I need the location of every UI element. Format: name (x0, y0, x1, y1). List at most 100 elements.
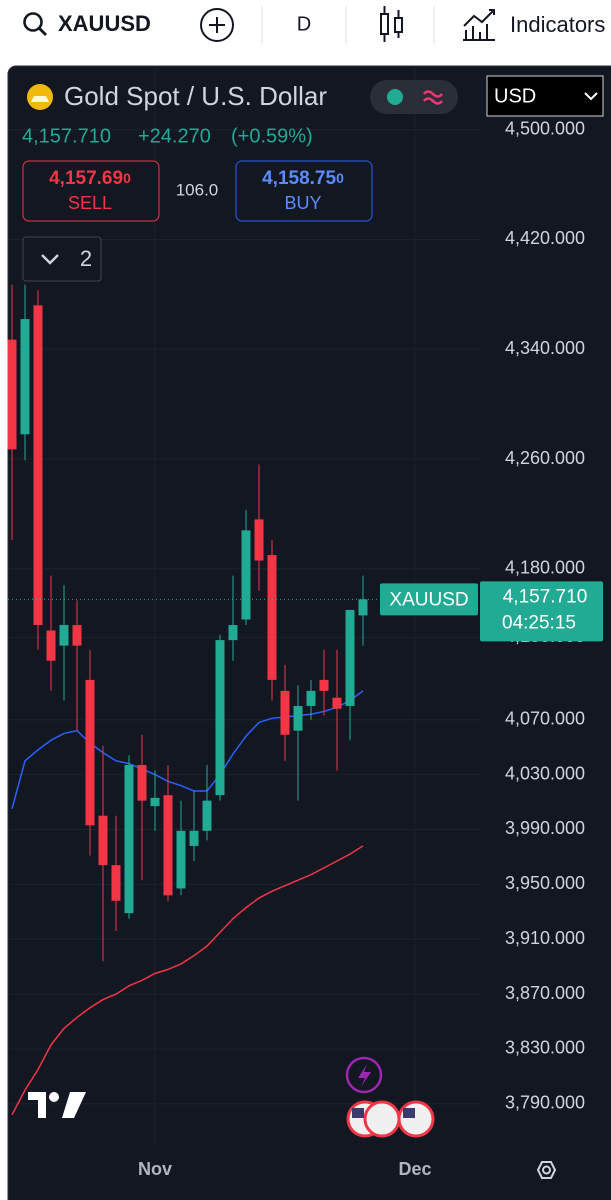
settings-icon[interactable] (536, 1161, 557, 1179)
sell-price-main: 4,157.69 (49, 168, 123, 189)
candle-body (241, 530, 251, 620)
y-tick-label: 4,420.000 (505, 228, 585, 248)
candle-body (46, 630, 56, 661)
sell-price: 4,157.690 (49, 168, 131, 189)
y-tick-label: 3,790.000 (505, 1093, 585, 1113)
candle-icon (383, 6, 400, 42)
symbol-logo (31, 96, 49, 102)
y-tick-label: 4,070.000 (505, 708, 585, 728)
y-tick-label: 3,870.000 (505, 983, 585, 1003)
candle-body (293, 705, 303, 731)
search-button[interactable]: XAUUSD (23, 11, 151, 36)
x-tick-label: Nov (138, 1159, 172, 1179)
y-tick-label: 4,180.000 (505, 558, 585, 578)
change: +24.270 (138, 125, 211, 147)
price-tag-label: 4,157.710 (503, 586, 588, 607)
candle-body (150, 797, 160, 807)
sell-box (22, 160, 160, 222)
candle-body (59, 625, 69, 646)
candle-body (319, 679, 329, 691)
interval[interactable]: D (297, 13, 311, 35)
plus-icon (200, 8, 234, 42)
y-tick-label: 4,500.000 (505, 118, 585, 138)
buy-price-main: 4,158.75 (262, 168, 336, 189)
economic-events[interactable] (346, 1100, 435, 1138)
sell-price-tick: 0 (123, 170, 131, 186)
symbol[interactable]: XAUUSD (58, 11, 151, 36)
moving-average (11, 845, 364, 1116)
chart-title: Gold Spot / U.S. Dollar (64, 81, 327, 111)
candle-body (137, 764, 147, 801)
candle-body (254, 519, 264, 561)
flag-canton (403, 1108, 415, 1118)
candle-body (202, 800, 212, 831)
indicators-icon (463, 9, 495, 41)
buy-label: BUY (284, 193, 321, 213)
candle-body (215, 640, 225, 796)
data-status-icon (422, 90, 444, 105)
y-tick-label: 3,830.000 (505, 1038, 585, 1058)
tradingview-logo[interactable] (28, 1092, 86, 1118)
chevron (41, 254, 59, 265)
candle-body (176, 830, 186, 889)
candle-body (111, 865, 121, 901)
logo-part (28, 1092, 46, 1118)
currency-select[interactable] (486, 75, 604, 117)
candle-body (189, 830, 199, 846)
price-tags: XAUUSD 4,157.710 04:25:15 (8, 581, 603, 642)
indicators-count: 2 (80, 246, 92, 271)
symbol-tag (380, 583, 478, 616)
indicators-toggle[interactable]: 2 (22, 236, 102, 282)
candle-body (358, 599, 368, 616)
logo-part (62, 1092, 86, 1118)
candle-body (345, 609, 355, 706)
sell-button[interactable]: 4,157.690 SELL (22, 160, 160, 222)
candle-body (7, 339, 17, 450)
price-tag (480, 581, 603, 642)
y-tick-label: 3,910.000 (505, 928, 585, 948)
compare-button[interactable] (200, 8, 234, 42)
plot: 3,790.000 3,830.000 3,870.000 3,910.000 3,95… (7, 68, 585, 1179)
plus-icon (209, 17, 225, 33)
candle-body (228, 625, 238, 641)
y-tick-label: 4,030.000 (505, 763, 585, 783)
market-open-dot (387, 89, 403, 105)
buy-button[interactable]: 4,158.750 BUY (235, 160, 373, 222)
buy-price-tick: 0 (336, 170, 344, 186)
y-tick-label: 3,990.000 (505, 818, 585, 838)
candle-body (33, 305, 43, 626)
chart-type-button[interactable] (380, 6, 403, 42)
logo-part (49, 1092, 59, 1102)
currency[interactable]: USD (494, 85, 536, 107)
toolbar (0, 0, 611, 62)
y-tick-label: 3,950.000 (505, 873, 585, 893)
candle-body (332, 697, 342, 709)
symbol-tag-label: XAUUSD (389, 589, 468, 610)
flag-icon (397, 1100, 435, 1138)
candle-body (267, 555, 277, 680)
candle-body (163, 795, 173, 896)
candle-body (85, 679, 95, 826)
chevron (584, 92, 598, 101)
indicators-label[interactable]: Indicators (510, 12, 605, 37)
candle-body (72, 625, 82, 646)
spread: 106.0 (176, 180, 219, 199)
countdown: 04:25:15 (502, 612, 576, 633)
candle-body (280, 690, 290, 735)
last-price: 4,157.710 (22, 125, 111, 147)
candle-body (124, 764, 134, 914)
search-icon (23, 12, 43, 32)
search-icon (38, 27, 47, 36)
candle-body (306, 690, 316, 706)
flag-icon (363, 1100, 401, 1138)
sell-label: SELL (68, 193, 112, 213)
candle-body (98, 815, 108, 866)
change-pct: (+0.59%) (231, 125, 313, 147)
lightning (358, 1064, 371, 1087)
toggle-box (22, 236, 102, 282)
status-pill[interactable] (370, 80, 458, 114)
buy-price: 4,158.750 (262, 168, 344, 189)
indicators-button[interactable]: Indicators (463, 9, 605, 41)
